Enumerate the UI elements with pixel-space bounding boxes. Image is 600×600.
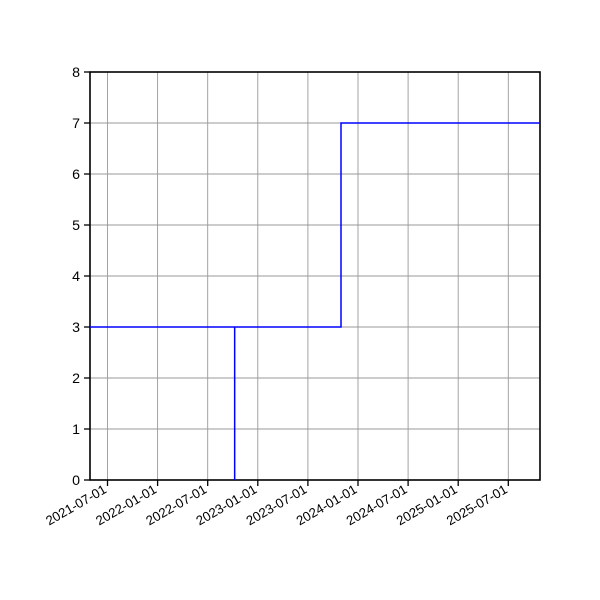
svg-text:5: 5 [72, 218, 80, 234]
svg-text:0: 0 [72, 473, 80, 489]
svg-text:6: 6 [72, 167, 80, 183]
svg-text:1: 1 [72, 422, 80, 438]
svg-text:8: 8 [72, 65, 80, 81]
svg-text:7: 7 [72, 116, 80, 132]
svg-text:2: 2 [72, 371, 80, 387]
svg-text:3: 3 [72, 320, 80, 336]
svg-text:4: 4 [72, 269, 80, 285]
